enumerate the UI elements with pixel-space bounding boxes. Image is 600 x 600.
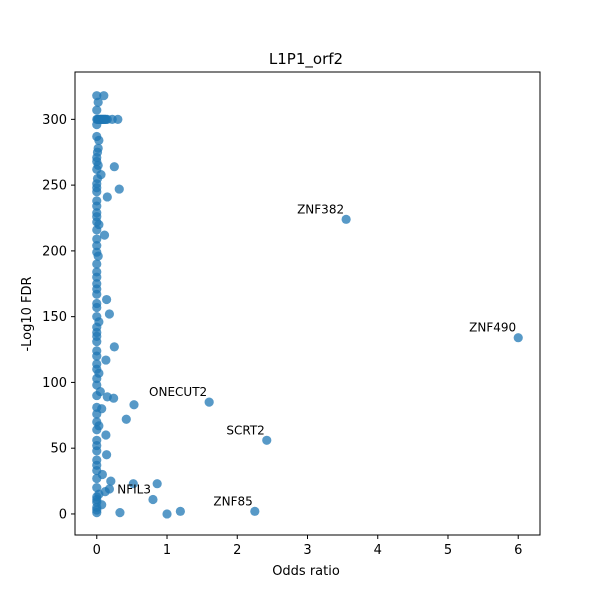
data-point [99, 91, 109, 101]
data-point [109, 162, 119, 172]
data-point [92, 120, 102, 130]
y-tick-label: 50 [50, 442, 67, 457]
data-point [513, 333, 523, 343]
data-point [92, 446, 102, 456]
data-point [92, 425, 102, 435]
y-tick-label: 0 [59, 507, 67, 522]
y-tick-label: 100 [42, 376, 67, 391]
data-point [104, 309, 115, 319]
data-point [128, 479, 138, 489]
x-tick-label: 5 [444, 543, 452, 558]
x-tick-label: 2 [233, 543, 241, 558]
axes-layer: 0 1 2 3 4 5 6 0 50 100 150 200 250 300 [42, 71, 541, 558]
point-annotation: ONECUT2 [149, 385, 207, 399]
data-point [93, 97, 103, 107]
data-point [113, 114, 123, 124]
data-point [102, 450, 112, 460]
data-point [92, 373, 102, 384]
x-tick-label: 0 [93, 543, 101, 558]
point-annotation: SCRT2 [226, 423, 264, 437]
points-layer [92, 91, 523, 519]
data-point [106, 476, 116, 486]
data-point [262, 435, 272, 445]
data-point [92, 201, 102, 211]
y-tick-label: 250 [42, 179, 67, 194]
data-point [109, 342, 119, 352]
data-point [99, 230, 110, 240]
data-point [129, 400, 139, 410]
point-annotation: ZNF490 [469, 321, 516, 335]
y-tick-label: 150 [42, 310, 67, 325]
data-point [92, 390, 102, 401]
data-point [92, 241, 102, 251]
data-point [162, 509, 172, 519]
x-tick-label: 6 [514, 543, 522, 558]
data-point [175, 506, 185, 516]
point-annotation: ZNF382 [297, 202, 344, 216]
data-point [92, 351, 102, 361]
y-tick-label: 300 [42, 113, 67, 128]
data-point [92, 508, 102, 518]
data-point [114, 184, 124, 194]
y-tick-label: 200 [42, 244, 67, 259]
data-point [115, 508, 125, 518]
data-point [92, 272, 102, 282]
data-point [92, 225, 102, 235]
data-point [109, 393, 119, 403]
data-point [92, 302, 102, 313]
annotation-layer: ZNF382 ZNF490 ONECUT2 SCRT2 NFIL3 ZNF85 [117, 202, 516, 508]
data-point [92, 337, 102, 347]
data-point [92, 187, 102, 197]
data-point [341, 214, 351, 224]
data-point [101, 430, 111, 440]
data-point [152, 479, 162, 489]
y-axis-label: -Log10 FDR [20, 276, 35, 351]
data-point [92, 289, 102, 299]
chart-title: L1P1_orf2 [269, 50, 343, 69]
data-point [101, 355, 111, 365]
data-point [92, 473, 102, 484]
data-point [92, 105, 102, 115]
data-point [102, 192, 112, 202]
data-point [92, 259, 102, 269]
data-point [250, 506, 260, 516]
data-point [94, 135, 104, 145]
point-annotation: NFIL3 [117, 483, 151, 497]
data-point [93, 251, 103, 261]
data-point [92, 234, 102, 244]
data-point [92, 409, 102, 419]
x-tick-label: 3 [303, 543, 311, 558]
data-point [102, 294, 112, 305]
x-tick-label: 1 [163, 543, 171, 558]
x-tick-label: 4 [374, 543, 382, 558]
data-point [148, 494, 158, 505]
data-point [121, 414, 131, 424]
x-axis-label: Odds ratio [272, 564, 340, 579]
data-point [204, 397, 214, 407]
point-annotation: ZNF85 [213, 494, 252, 508]
